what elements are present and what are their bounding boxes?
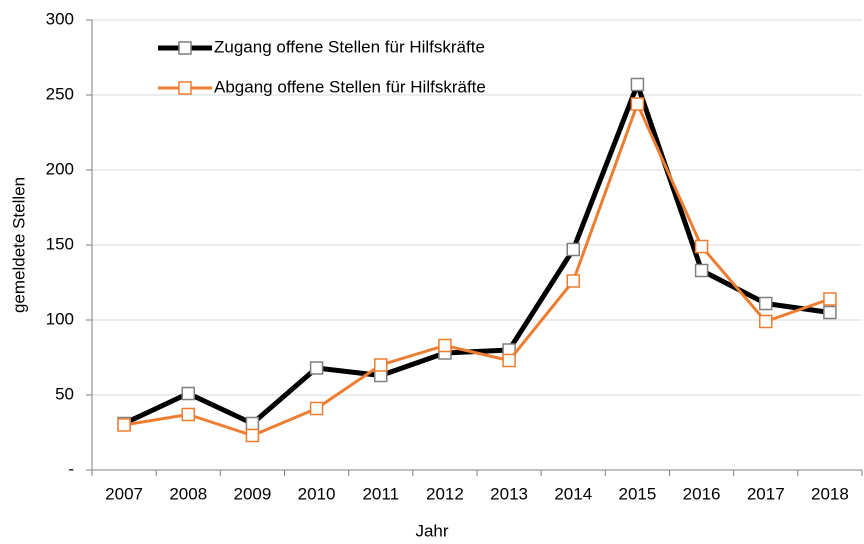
point-marker xyxy=(438,338,452,353)
y-tick-label: - xyxy=(68,459,74,478)
x-tick-label: 2018 xyxy=(811,484,849,503)
series-line xyxy=(123,82,831,426)
point-marker xyxy=(117,418,131,432)
x-tick-label: 2014 xyxy=(554,484,592,503)
point-marker xyxy=(694,239,709,254)
series-line xyxy=(123,102,831,437)
legend-label: Zugang offene Stellen für Hilfskräfte xyxy=(214,37,485,56)
point-marker xyxy=(566,274,580,288)
point-marker xyxy=(309,401,324,416)
point-marker xyxy=(566,242,580,257)
point-marker xyxy=(245,428,260,443)
y-tick-label: 200 xyxy=(46,159,74,178)
legend-marker xyxy=(178,41,192,55)
point-marker xyxy=(759,314,773,329)
point-marker xyxy=(694,263,709,278)
y-tick-label: 150 xyxy=(46,234,74,253)
x-tick-label: 2012 xyxy=(426,484,464,503)
x-tick-label: 2011 xyxy=(362,484,399,503)
point-marker xyxy=(181,407,195,422)
point-marker xyxy=(630,77,645,92)
x-tick-label: 2015 xyxy=(619,484,657,503)
x-tick-label: 2009 xyxy=(234,484,272,503)
x-tick-label: 2010 xyxy=(298,484,336,503)
legend-label: Abgang offene Stellen für Hilfskräfte xyxy=(214,77,486,96)
point-marker xyxy=(245,416,260,431)
point-marker xyxy=(630,97,645,111)
point-marker xyxy=(502,353,516,368)
point-marker xyxy=(823,305,837,320)
x-tick-label: 2013 xyxy=(490,484,528,503)
x-tick-label: 2016 xyxy=(683,484,721,503)
point-marker xyxy=(823,292,837,306)
point-marker xyxy=(309,361,324,375)
x-tick-label: 2008 xyxy=(169,484,207,503)
y-axis-label: gemeldete Stellen xyxy=(9,177,28,313)
x-axis-label: Jahr xyxy=(415,521,448,540)
y-tick-label: 50 xyxy=(55,384,74,403)
point-marker xyxy=(759,296,773,311)
point-marker xyxy=(374,358,388,372)
legend-marker xyxy=(178,81,192,95)
y-tick-label: 100 xyxy=(46,309,74,328)
point-marker xyxy=(181,386,195,401)
x-tick-label: 2007 xyxy=(105,484,143,503)
y-tick-label: 300 xyxy=(46,9,74,28)
x-tick-label: 2017 xyxy=(747,484,785,503)
y-tick-label: 250 xyxy=(46,84,74,103)
